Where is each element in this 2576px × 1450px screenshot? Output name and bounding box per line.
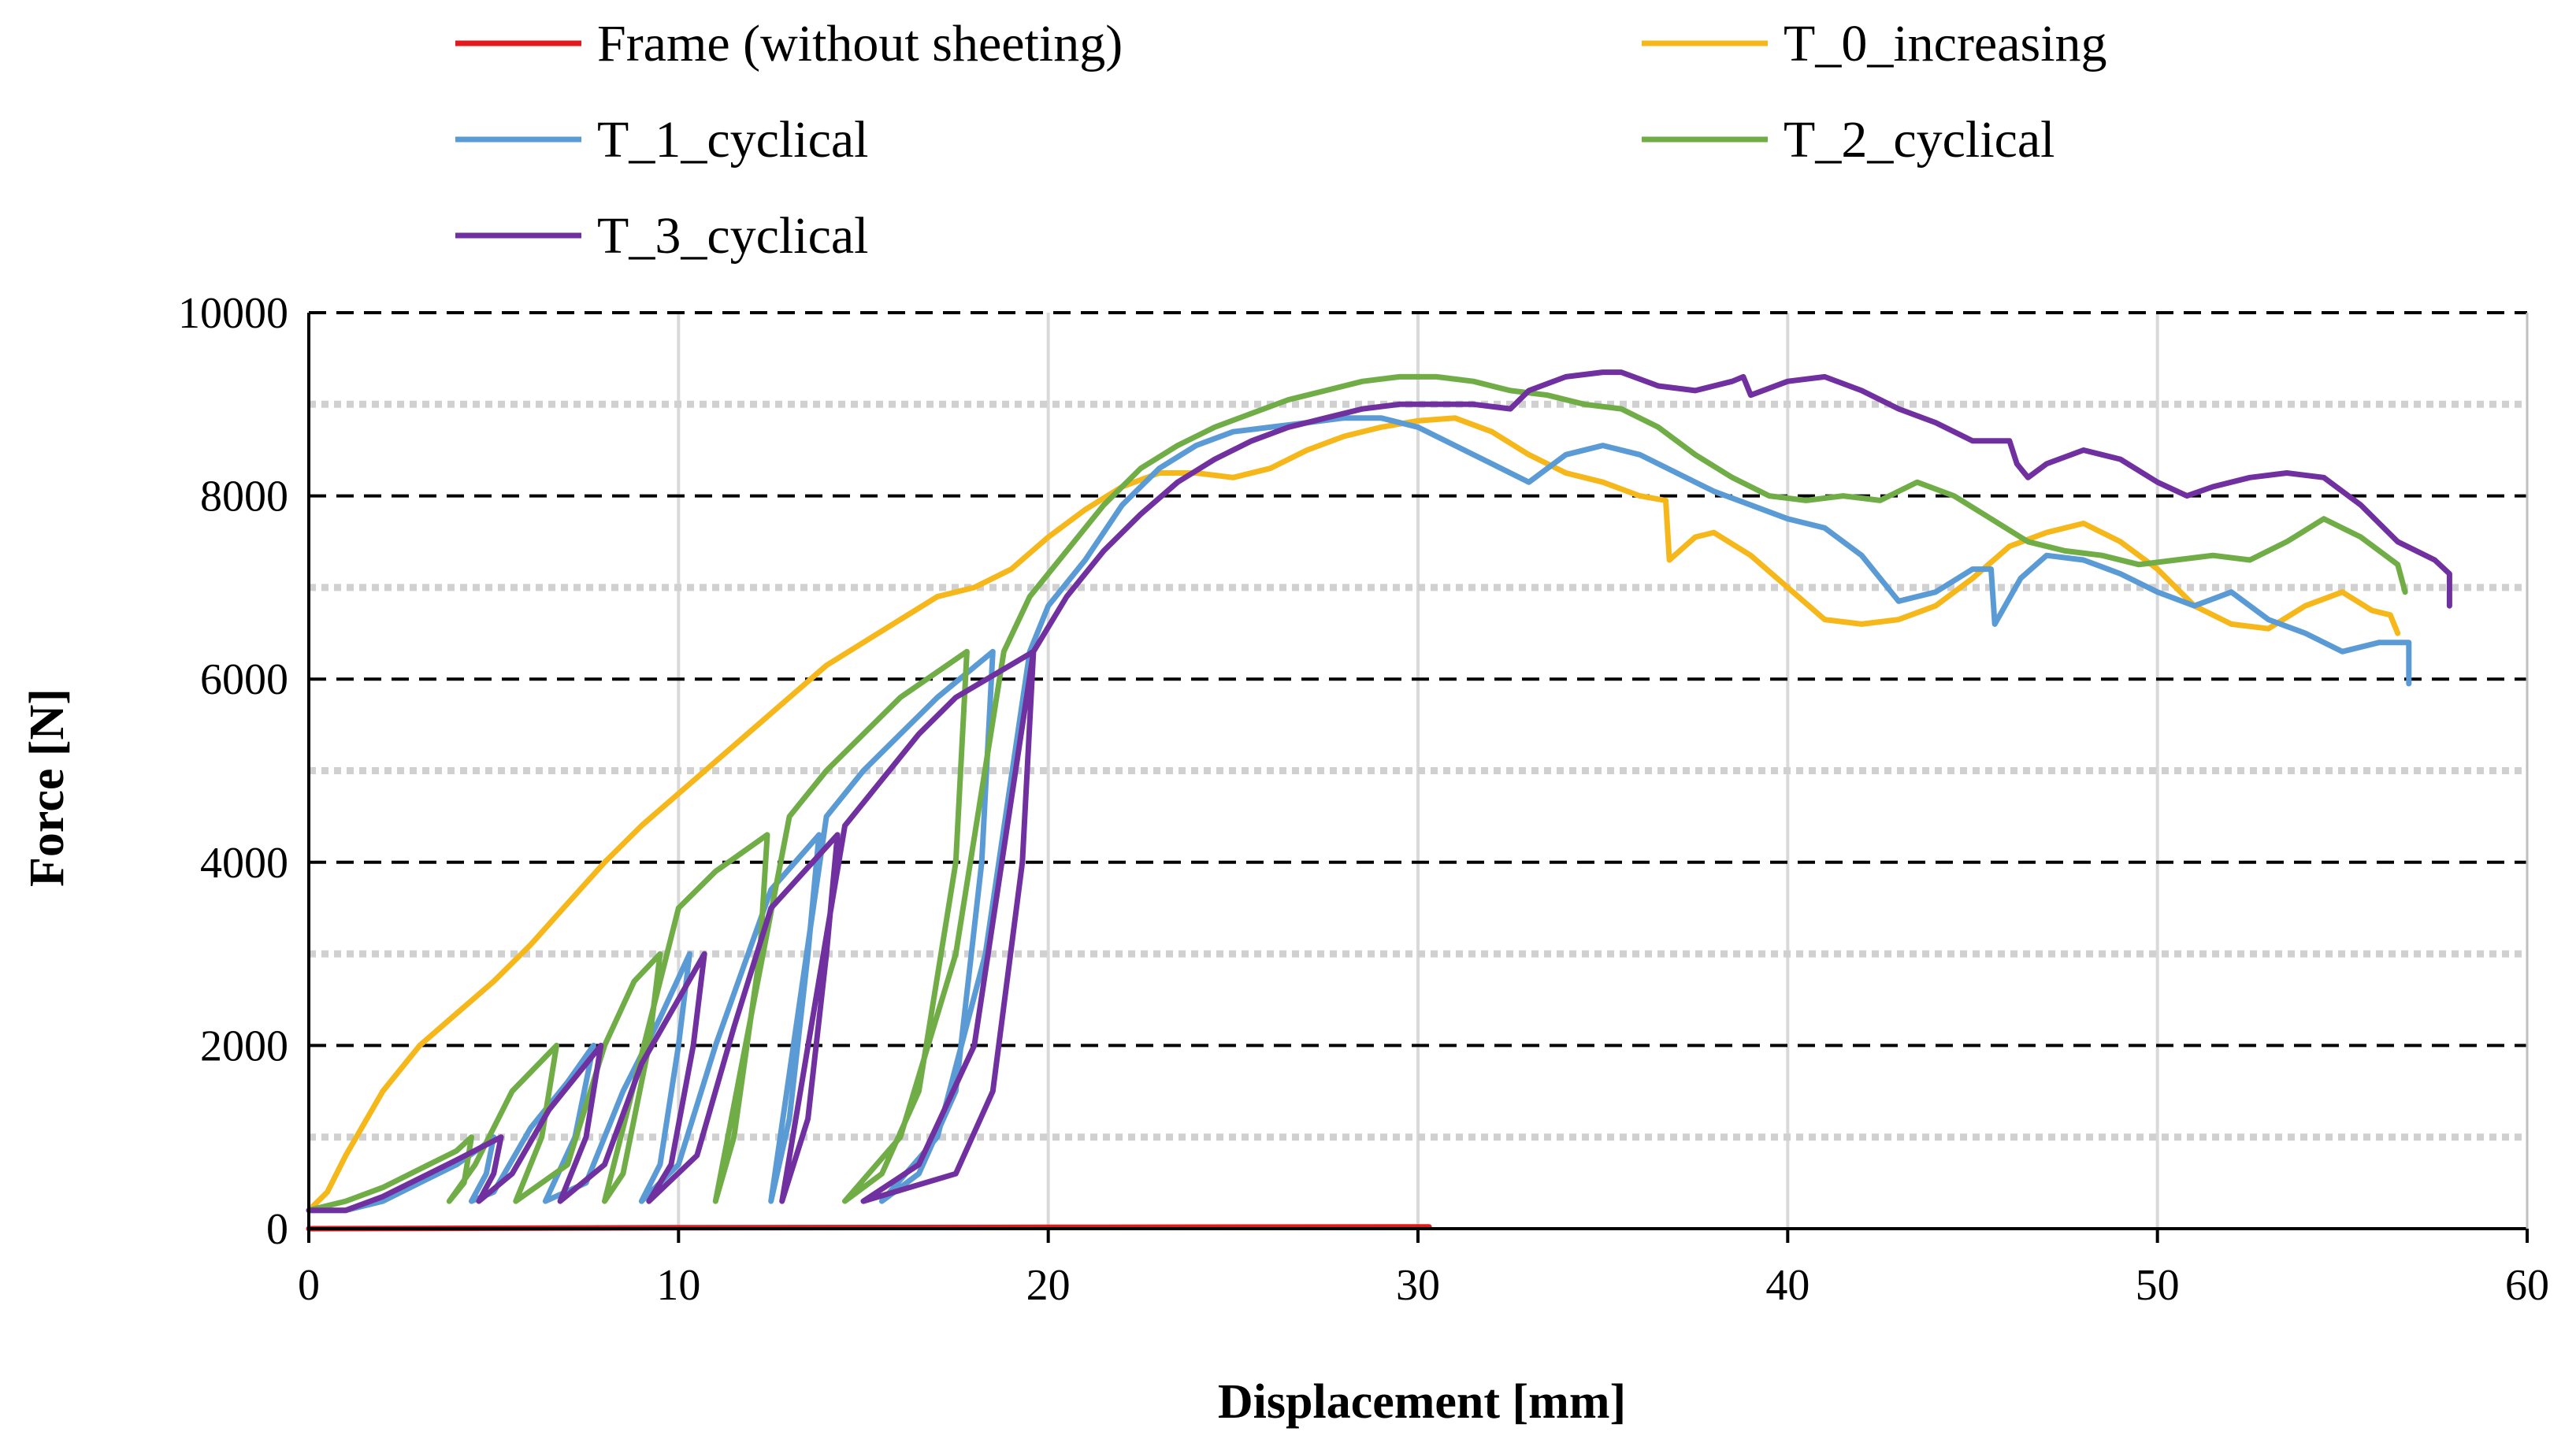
y-tick-label: 6000 (200, 655, 288, 704)
x-tick-label: 40 (1765, 1261, 1810, 1310)
legend: Frame (without sheeting) T_0_increasing T_… (455, 15, 2107, 265)
x-tick-label: 20 (1026, 1261, 1071, 1310)
y-tick-label: 8000 (200, 473, 288, 521)
x-tick-label: 60 (2505, 1261, 2549, 1310)
legend-label: T_1_cyclical (597, 111, 869, 169)
legend-label: T_3_cyclical (597, 207, 869, 265)
x-tick-label: 50 (2136, 1261, 2180, 1310)
series-line-t-2-cyclical (306, 373, 2408, 1214)
y-tick-label: 0 (266, 1205, 288, 1254)
y-tick-label: 2000 (200, 1022, 288, 1070)
x-tick-label: 0 (298, 1261, 320, 1310)
legend-label: T_0_increasing (1784, 15, 2107, 72)
x-tick-label: 30 (1396, 1261, 1440, 1310)
axes (307, 313, 2529, 1243)
y-tick-label: 4000 (200, 839, 288, 888)
tick-labels: 0 10 20 30 40 50 60 0 2000 4000 6000 8000 10000 (178, 289, 2549, 1310)
x-axis-title: Displacement [mm] (1218, 1375, 1626, 1429)
series-line-t-1-cyclical (306, 415, 2412, 1214)
series-line-t-3-cyclical (306, 369, 2452, 1214)
legend-label: Frame (without sheeting) (597, 15, 1123, 72)
y-tick-label: 10000 (178, 289, 288, 338)
legend-label: T_2_cyclical (1784, 111, 2055, 169)
y-axis-title: Force [N] (20, 688, 74, 887)
plot-series (306, 369, 2452, 1232)
x-tick-label: 10 (656, 1261, 700, 1310)
